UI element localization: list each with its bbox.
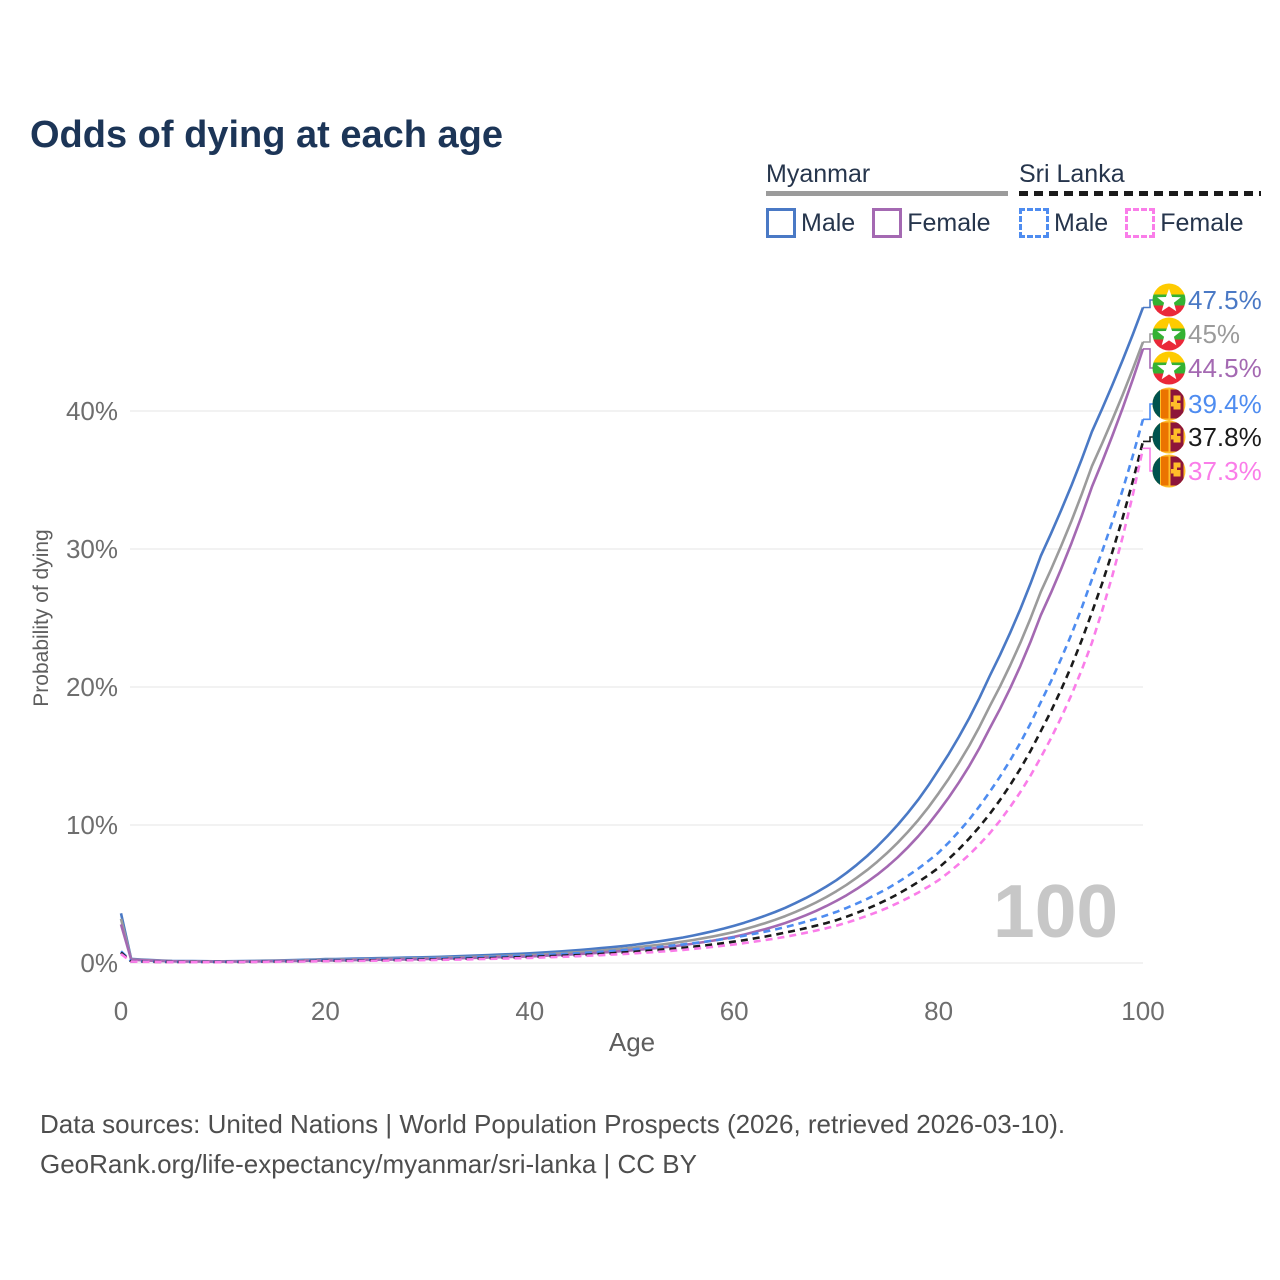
series-line-myanmar-both-sexes[interactable]	[119, 341, 1145, 963]
legend-line-sample-sri-lanka	[1019, 191, 1261, 196]
leader-line-sri-lanka-male	[1143, 403, 1154, 421]
x-tick-label: 60	[719, 996, 749, 1026]
legend-label-myanmar-male[interactable]: Male	[801, 209, 856, 237]
sri-lanka-flag-icon	[1152, 387, 1186, 421]
y-tick-label: 0%	[80, 948, 118, 978]
myanmar-flag-icon	[1152, 351, 1186, 385]
y-tick-label: 10%	[65, 810, 118, 840]
end-label-myanmar-both-sexes: 45%	[1188, 319, 1241, 349]
end-label-sri-lanka-female: 37.3%	[1188, 456, 1262, 486]
myanmar-flag-icon	[1152, 317, 1186, 351]
series-line-myanmar-female[interactable]	[119, 348, 1145, 963]
legend-label-sri-lanka-female[interactable]: Female	[1160, 209, 1244, 237]
footer-sources: Data sources: United Nations | World Pop…	[40, 1109, 1066, 1139]
legend-country-sri-lanka: Sri Lanka	[1019, 160, 1125, 188]
series-line-sri-lanka-both-sexes[interactable]	[120, 441, 1145, 964]
legend-swatch-myanmar-male[interactable]	[766, 208, 796, 238]
leader-line-sri-lanka-female	[1143, 447, 1154, 472]
end-label-myanmar-male: 47.5%	[1188, 285, 1262, 315]
watermark-age-100: 100	[993, 869, 1119, 953]
legend-group-sri-lanka: Sri Lanka Male Female	[1019, 160, 1261, 238]
legend-group-myanmar: Myanmar Male Female	[766, 160, 1008, 238]
page-title: Odds of dying at each age	[30, 114, 503, 157]
x-tick-label: 20	[310, 996, 340, 1026]
series-line-sri-lanka-female[interactable]	[120, 448, 1145, 964]
end-label-sri-lanka-both-sexes: 37.8%	[1188, 422, 1262, 452]
footer-attribution: GeoRank.org/life-expectancy/myanmar/sri-…	[40, 1149, 697, 1179]
sri-lanka-flag-icon	[1152, 454, 1186, 488]
legend-line-sample-myanmar	[766, 191, 1008, 196]
y-tick-label: 40%	[65, 396, 118, 426]
leader-line-myanmar-female	[1143, 348, 1154, 369]
x-tick-label: 0	[113, 996, 129, 1026]
legend-label-sri-lanka-male[interactable]: Male	[1054, 209, 1109, 237]
legend-label-myanmar-female[interactable]: Female	[907, 209, 991, 237]
x-tick-label: 40	[515, 996, 545, 1026]
leader-line-myanmar-both-sexes	[1143, 333, 1154, 343]
footer: Data sources: United Nations | World Pop…	[40, 1104, 1065, 1184]
y-tick-label: 20%	[65, 672, 118, 702]
end-label-myanmar-female: 44.5%	[1188, 353, 1262, 383]
series-line-myanmar-male[interactable]	[119, 307, 1145, 963]
x-axis-title: Age	[608, 1027, 656, 1057]
x-tick-label: 100	[1121, 996, 1165, 1026]
legend-swatch-myanmar-female[interactable]	[872, 208, 903, 238]
end-label-sri-lanka-male: 39.4%	[1188, 389, 1262, 419]
y-axis-title: Probability of dying	[30, 529, 53, 707]
sri-lanka-flag-icon	[1152, 420, 1186, 454]
series-line-sri-lanka-male[interactable]	[120, 418, 1145, 964]
leader-line-myanmar-male	[1143, 299, 1154, 309]
legend-swatch-sri-lanka-female[interactable]	[1125, 208, 1156, 238]
y-tick-label: 30%	[65, 534, 118, 564]
x-tick-label: 80	[924, 996, 954, 1026]
myanmar-flag-icon	[1152, 283, 1186, 317]
legend-swatch-sri-lanka-male[interactable]	[1019, 208, 1049, 238]
leader-line-sri-lanka-both-sexes	[1143, 436, 1154, 443]
legend-country-myanmar: Myanmar	[766, 160, 871, 188]
